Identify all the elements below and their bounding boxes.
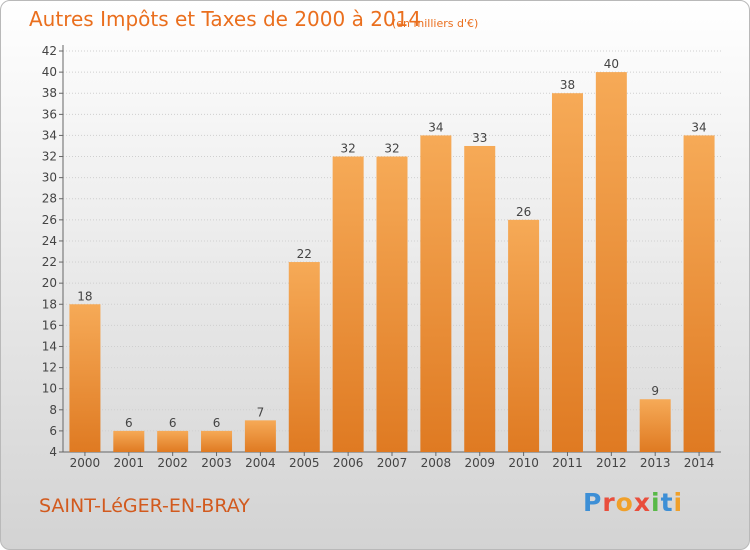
y-tick-label: 40 bbox=[42, 65, 57, 79]
bar bbox=[157, 430, 189, 452]
proxiti-logo: Proxiti bbox=[583, 488, 683, 517]
logo-letter: i bbox=[673, 488, 684, 517]
chart-title: Autres Impôts et Taxes de 2000 à 2014 bbox=[29, 7, 422, 31]
chart-subtitle: (en milliers d'€) bbox=[392, 17, 479, 30]
bar bbox=[508, 219, 540, 452]
logo-letter: x bbox=[633, 488, 651, 517]
logo-letter: r bbox=[602, 488, 616, 517]
data-label: 22 bbox=[297, 247, 312, 261]
x-tick-label: 2002 bbox=[157, 456, 188, 470]
x-tick-label: 2011 bbox=[552, 456, 583, 470]
y-tick-label: 10 bbox=[42, 382, 57, 396]
y-tick-label: 4 bbox=[49, 445, 57, 459]
bar bbox=[244, 420, 276, 452]
bar bbox=[464, 145, 496, 452]
y-tick-label: 38 bbox=[42, 86, 57, 100]
y-tick-label: 18 bbox=[42, 297, 57, 311]
y-tick-label: 42 bbox=[42, 44, 57, 58]
x-tick-label: 2009 bbox=[464, 456, 495, 470]
x-tick-label: 2006 bbox=[333, 456, 364, 470]
y-tick-label: 14 bbox=[42, 339, 57, 353]
data-label: 32 bbox=[384, 142, 399, 156]
place-name: SAINT-LéGER-EN-BRAY bbox=[39, 495, 250, 517]
data-label: 18 bbox=[77, 289, 92, 303]
y-tick-label: 30 bbox=[42, 171, 57, 185]
bar bbox=[201, 430, 233, 452]
data-label: 40 bbox=[604, 57, 619, 71]
x-tick-label: 2010 bbox=[508, 456, 539, 470]
data-label: 7 bbox=[257, 405, 265, 419]
logo-letter: t bbox=[660, 488, 674, 517]
x-tick-label: 2012 bbox=[596, 456, 627, 470]
logo-letter: o bbox=[615, 488, 634, 517]
y-tick-label: 8 bbox=[49, 403, 57, 417]
data-label: 26 bbox=[516, 205, 531, 219]
x-tick-label: 2007 bbox=[377, 456, 408, 470]
bar bbox=[332, 156, 364, 453]
data-label: 33 bbox=[472, 131, 487, 145]
x-tick-label: 2014 bbox=[684, 456, 715, 470]
axes: 4 6 8 10 12 14 16 18 20 22 24 26 28 30 32 34 36 38 40 42 200… bbox=[42, 44, 721, 470]
x-tick-label: 2001 bbox=[114, 456, 145, 470]
bar bbox=[595, 72, 627, 453]
y-tick-label: 32 bbox=[42, 150, 57, 164]
y-tick-label: 24 bbox=[42, 234, 57, 248]
bar bbox=[69, 304, 101, 452]
data-label: 34 bbox=[691, 120, 706, 134]
y-tick-label: 12 bbox=[42, 361, 57, 375]
x-tick-label: 2008 bbox=[421, 456, 452, 470]
y-tick-label: 36 bbox=[42, 107, 57, 121]
logo-letter: i bbox=[651, 488, 661, 517]
data-label: 6 bbox=[125, 416, 133, 430]
x-tick-label: 2003 bbox=[201, 456, 232, 470]
y-tick-label: 26 bbox=[42, 213, 57, 227]
x-tick-label: 2000 bbox=[70, 456, 101, 470]
data-label: 38 bbox=[560, 78, 575, 92]
y-tick-label: 22 bbox=[42, 255, 57, 269]
x-tick-label: 2013 bbox=[640, 456, 671, 470]
data-label: 32 bbox=[340, 142, 355, 156]
data-label: 6 bbox=[169, 416, 177, 430]
x-tick-label: 2005 bbox=[289, 456, 320, 470]
data-label: 9 bbox=[651, 384, 659, 398]
y-tick-label: 16 bbox=[42, 318, 57, 332]
bar bbox=[376, 156, 408, 453]
y-tick-label: 6 bbox=[49, 424, 57, 438]
data-label: 6 bbox=[213, 416, 221, 430]
y-tick-label: 20 bbox=[42, 276, 57, 290]
data-label: 34 bbox=[428, 120, 443, 134]
bar bbox=[420, 135, 452, 452]
x-tick-label: 2004 bbox=[245, 456, 276, 470]
bars bbox=[69, 72, 715, 453]
y-tick-label: 28 bbox=[42, 192, 57, 206]
bar bbox=[288, 262, 320, 452]
bar bbox=[551, 93, 583, 453]
logo-letter: P bbox=[583, 488, 603, 517]
data-labels: 18 6 6 6 7 22 32 32 34 33 26 38 40 9 34 bbox=[77, 57, 706, 430]
bar bbox=[639, 399, 671, 452]
bar bbox=[113, 430, 145, 452]
y-tick-label: 34 bbox=[42, 128, 57, 142]
bar bbox=[683, 135, 715, 452]
